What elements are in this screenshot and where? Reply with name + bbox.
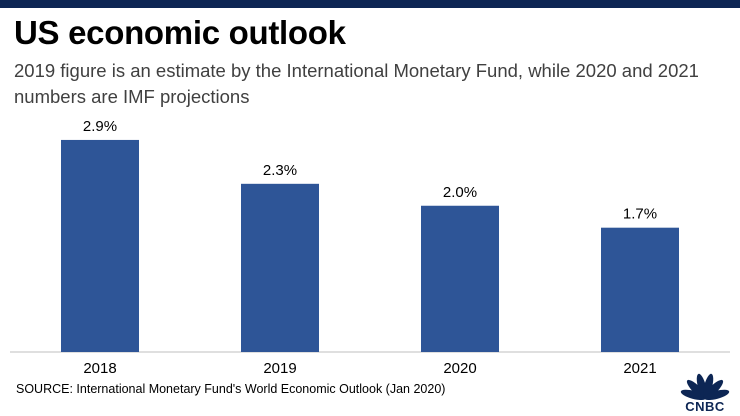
- data-label-2018: 2.9%: [83, 118, 117, 135]
- bar-2019: [241, 183, 319, 352]
- bar-2018: [61, 139, 139, 352]
- data-label-2021: 1.7%: [623, 206, 657, 223]
- chart-title: US economic outlook: [14, 14, 346, 51]
- data-label-2020: 2.0%: [443, 184, 477, 201]
- x-tick-label-2021: 2021: [623, 360, 656, 377]
- source-note: SOURCE: International Monetary Fund's Wo…: [16, 382, 446, 396]
- x-tick-label-2019: 2019: [263, 360, 296, 377]
- x-tick-label-2018: 2018: [83, 360, 116, 377]
- chart-subtitle: 2019 figure is an estimate by the Intern…: [14, 60, 699, 107]
- data-label-2019: 2.3%: [263, 162, 297, 179]
- top-accent-bar: [0, 0, 740, 8]
- peacock-icon: [680, 373, 730, 401]
- x-tick-label-2020: 2020: [443, 360, 476, 377]
- logo-wordmark: CNBC: [685, 399, 725, 414]
- cnbc-logo: CNBC: [675, 370, 735, 414]
- bar-2020: [421, 205, 499, 352]
- bar-2021: [601, 227, 679, 352]
